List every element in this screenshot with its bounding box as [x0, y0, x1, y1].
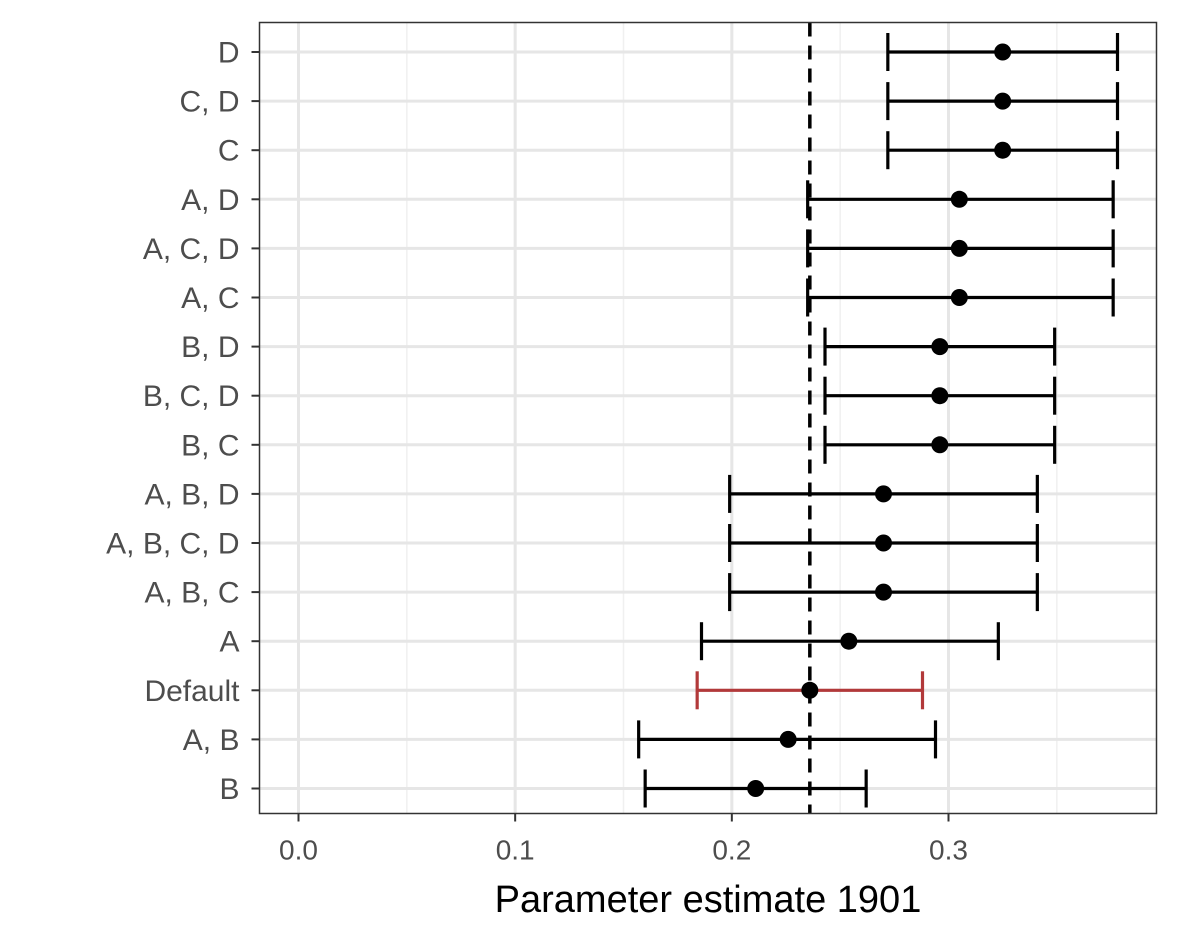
plot-panel-background — [259, 22, 1157, 814]
y-tick-label: B, C, D — [143, 380, 240, 413]
y-tick-label: A — [219, 626, 239, 659]
x-axis-title: Parameter estimate 1901 — [495, 879, 922, 921]
point-estimate — [994, 141, 1012, 159]
point-estimate — [994, 43, 1012, 61]
point-estimate — [931, 387, 949, 405]
point-estimate — [931, 338, 949, 356]
point-estimate — [950, 190, 968, 208]
y-tick-label: C, D — [180, 86, 240, 119]
point-estimate — [994, 92, 1012, 110]
y-tick-label: A, B, D — [144, 478, 239, 511]
y-tick-label: B, C — [181, 429, 239, 462]
point-estimate — [875, 485, 892, 503]
x-tick-label: 0.3 — [929, 835, 968, 866]
y-tick-label: A, C — [181, 282, 239, 315]
error-bars — [637, 33, 1120, 808]
y-tick-label: A, B, C, D — [106, 528, 239, 561]
x-tick-label: 0.0 — [279, 835, 318, 866]
x-axis: 0.0 0.1 0.2 0.3 — [279, 813, 968, 866]
plot-panel-border — [258, 21, 1158, 815]
point-estimate — [840, 632, 858, 650]
point-estimate — [950, 239, 968, 257]
point-estimate — [747, 780, 765, 797]
y-tick-label: A, C, D — [143, 233, 240, 266]
y-tick-label: B, D — [181, 331, 239, 364]
minor-gridlines — [406, 22, 1058, 814]
y-tick-label: Default — [144, 675, 240, 708]
point-estimate — [950, 289, 968, 306]
y-tick-label: B — [219, 773, 239, 806]
y-tick-label: A, D — [181, 184, 239, 217]
y-axis: D C, D C A, D A, C, D A, C B, D B, C, D B, C A, B… — [106, 37, 260, 806]
x-tick-label: 0.1 — [496, 835, 535, 866]
y-tick-label: D — [218, 37, 240, 70]
point-estimate — [875, 534, 892, 552]
y-tick-label: A, B — [183, 724, 240, 757]
y-tick-label: A, B, C — [144, 577, 239, 610]
point-estimate — [801, 681, 819, 699]
y-tick-label: C — [218, 135, 240, 168]
point-estimate — [931, 436, 949, 454]
point-estimates — [747, 43, 1012, 797]
point-estimate — [779, 730, 797, 748]
x-tick-label: 0.2 — [712, 835, 751, 866]
point-estimate — [875, 583, 892, 601]
